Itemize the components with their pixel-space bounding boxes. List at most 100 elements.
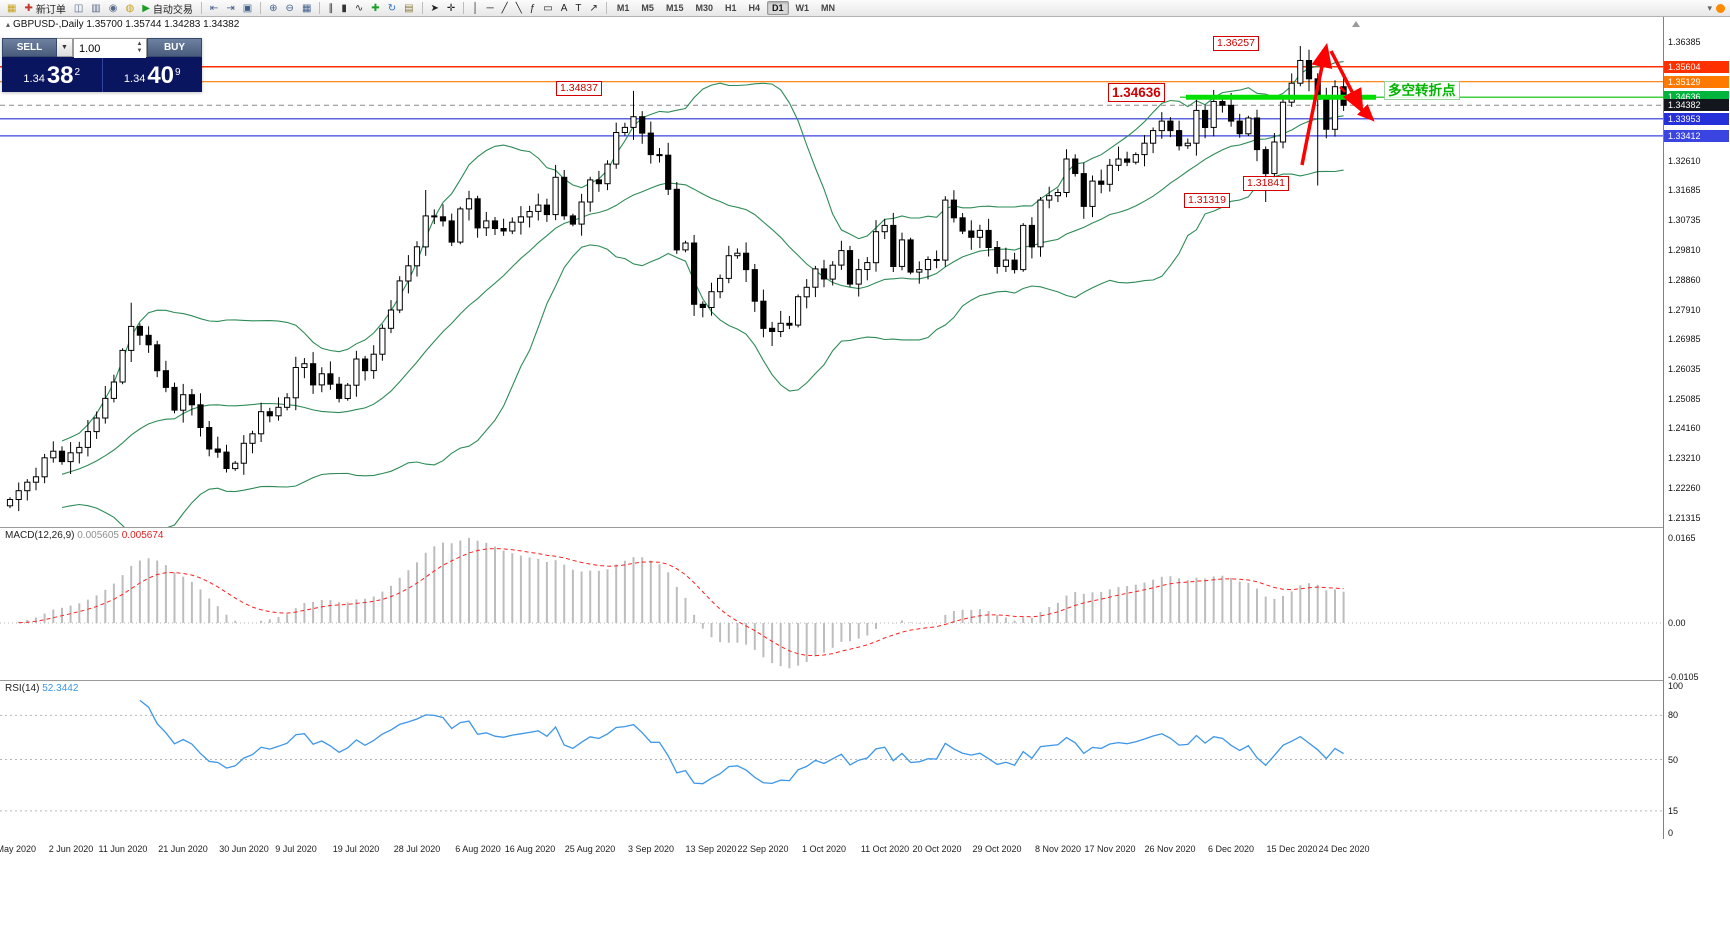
new-order-button-label: 新订单	[35, 4, 66, 16]
candlestick-chart-icon[interactable]: ▮	[338, 0, 350, 17]
candlestick-chart[interactable]	[0, 17, 1663, 527]
zoom-out-icon: ⊖	[285, 2, 294, 14]
shapes-icon[interactable]: ▭	[540, 0, 555, 17]
price-axis-label: 1.25085	[1668, 394, 1701, 404]
timeframe-button-m30[interactable]: M30	[695, 3, 713, 13]
buy-price[interactable]: 1.34 40 9	[101, 57, 203, 92]
trend-arrow[interactable]	[1339, 86, 1375, 122]
timeframe-button-m1[interactable]: M1	[616, 3, 630, 13]
time-axis-label: 24 Dec 2020	[1318, 844, 1370, 854]
arrows-icon[interactable]: ↗	[587, 0, 601, 17]
price-level-badge: 1.35604	[1664, 61, 1729, 73]
zoom-in-icon[interactable]: ⊕	[266, 0, 280, 17]
price-callout-label[interactable]: 1.36257	[1213, 36, 1259, 51]
time-axis-label: 17 Nov 2020	[1084, 844, 1136, 854]
sell-price-prefix: 1.34	[23, 73, 45, 85]
fibonacci-icon[interactable]: ƒ	[527, 0, 539, 17]
price-callout-label[interactable]: 1.31841	[1243, 176, 1289, 191]
autotrading-button[interactable]: ▶ 自动交易	[139, 0, 196, 17]
toolbar-separator	[605, 2, 607, 14]
sell-price-big-digits: 38	[46, 62, 74, 89]
rsi-axis-label: 100	[1668, 681, 1684, 691]
more-tools-icon[interactable]: ▾	[1707, 2, 1712, 13]
rsi-label: RSI(14) 52.3442	[5, 683, 78, 694]
price-axis-label: 1.30735	[1668, 215, 1701, 225]
volume-field-wrap: ▲▼	[73, 38, 147, 58]
arrange-windows-icon[interactable]: ▣	[240, 0, 255, 17]
alerts-icon[interactable]: ◉	[106, 0, 121, 17]
macd-chart[interactable]	[0, 528, 1663, 680]
time-axis-label: 3 Sep 2020	[627, 844, 675, 854]
main-chart-area[interactable]: ▴ GBPUSD-,Daily 1.35700 1.35744 1.34283 1…	[0, 17, 1663, 527]
toolbar-separator	[319, 2, 321, 14]
text-icon[interactable]: A	[558, 0, 571, 17]
templates-icon[interactable]: ▤	[401, 0, 416, 17]
timeframe-button-h4[interactable]: H4	[748, 3, 760, 13]
timeframe-button-m5[interactable]: M5	[641, 3, 654, 13]
dock-right-icon[interactable]: ⇥	[223, 0, 237, 17]
buy-button[interactable]: BUY	[147, 38, 202, 57]
timeframe-button-m15[interactable]: M15	[665, 3, 684, 13]
toolbar-separator	[260, 2, 262, 14]
panel-separator[interactable]	[0, 680, 1730, 681]
price-axis-label: 1.23210	[1668, 453, 1701, 463]
zoom-out-icon[interactable]: ⊖	[283, 0, 297, 17]
time-axis[interactable]: 24 May 2020 2 Jun 2020 11 Jun 2020 21 Jun 2…	[0, 839, 1730, 858]
new-order-button[interactable]: ✚ 新订单	[21, 0, 68, 17]
autoscroll-icon[interactable]: ↻	[385, 0, 399, 17]
price-callout-label[interactable]: 1.34636	[1108, 83, 1165, 102]
tile-windows-icon[interactable]: ▦	[299, 0, 314, 17]
volume-down-icon[interactable]: ▼	[136, 47, 143, 54]
cursor-icon[interactable]: ➤	[428, 0, 442, 17]
pivot-annotation-text[interactable]: 多空转折点	[1384, 81, 1460, 100]
bollinger-upper-band[interactable]	[61, 61, 1344, 442]
price-axis-label: 1.27910	[1668, 305, 1701, 315]
symbol-ohlc-label: ▴ GBPUSD-,Daily 1.35700 1.35744 1.34283 1…	[6, 19, 239, 30]
volume-up-icon[interactable]: ▲	[136, 40, 143, 47]
macd-axis-label: -0.0105	[1668, 672, 1699, 682]
time-axis-label: 8 Nov 2020	[1034, 844, 1082, 854]
crosshair-icon[interactable]: ✛	[444, 0, 458, 17]
chart-icon[interactable]: ▦	[4, 0, 19, 17]
price-callout-label[interactable]: 1.31319	[1184, 193, 1230, 208]
macd-axis-label: 0.0165	[1668, 533, 1696, 543]
vertical-line-icon[interactable]: │	[469, 0, 481, 17]
dock-left-icon: ⇤	[209, 2, 219, 14]
profiles-icon[interactable]: ▥	[88, 0, 103, 17]
timeframe-button-d1[interactable]: D1	[767, 1, 789, 15]
indicators-icon[interactable]: ✚	[368, 0, 382, 17]
horizontal-line-icon[interactable]: ─	[484, 0, 497, 17]
time-axis-label: 11 Oct 2020	[860, 844, 910, 854]
trend-arrow[interactable]	[1300, 42, 1333, 166]
label-icon[interactable]: T	[572, 0, 584, 17]
zoom-in-icon: ⊕	[269, 2, 278, 14]
price-axis[interactable]: 1.36385 1.32610 1.31685 1.30735 1.29810 1.288…	[1663, 17, 1730, 839]
timeframe-button-w1[interactable]: W1	[795, 3, 810, 13]
chart-window-icon[interactable]: ◫	[71, 0, 86, 17]
time-axis-label: 25 Aug 2020	[564, 844, 616, 854]
time-axis-label: 29 Oct 2020	[972, 844, 1022, 854]
rsi-chart[interactable]	[0, 681, 1663, 838]
volume-input[interactable]	[74, 40, 146, 58]
order-options-caret-icon[interactable]: ▼	[57, 38, 73, 57]
sell-price[interactable]: 1.34 38 2	[2, 57, 102, 92]
dock-left-icon[interactable]: ⇤	[207, 0, 221, 17]
trendline-icon[interactable]: ╱	[499, 0, 511, 17]
bollinger-lower-band[interactable]	[61, 169, 1344, 527]
panel-separator[interactable]	[0, 527, 1730, 528]
channel-icon[interactable]: ╲	[513, 0, 525, 17]
volume-stepper[interactable]: ▲ ▼	[134, 39, 145, 56]
bollinger-middle-band[interactable]	[61, 115, 1344, 475]
timeframe-button-mn[interactable]: MN	[821, 3, 836, 13]
scroll-to-end-marker-icon[interactable]	[1352, 21, 1360, 27]
price-callout-label[interactable]: 1.34837	[556, 81, 602, 96]
notification-badge[interactable]	[1716, 3, 1725, 13]
price-axis-label: 1.26985	[1668, 334, 1701, 344]
bar-chart-icon[interactable]: ∥	[325, 0, 336, 17]
sell-button[interactable]: SELL	[2, 38, 57, 57]
line-chart-icon[interactable]: ∿	[352, 0, 366, 17]
timeframe-button-h1[interactable]: H1	[724, 3, 737, 13]
app-market-icon[interactable]: ◍	[122, 0, 137, 17]
candles	[6, 46, 1347, 512]
